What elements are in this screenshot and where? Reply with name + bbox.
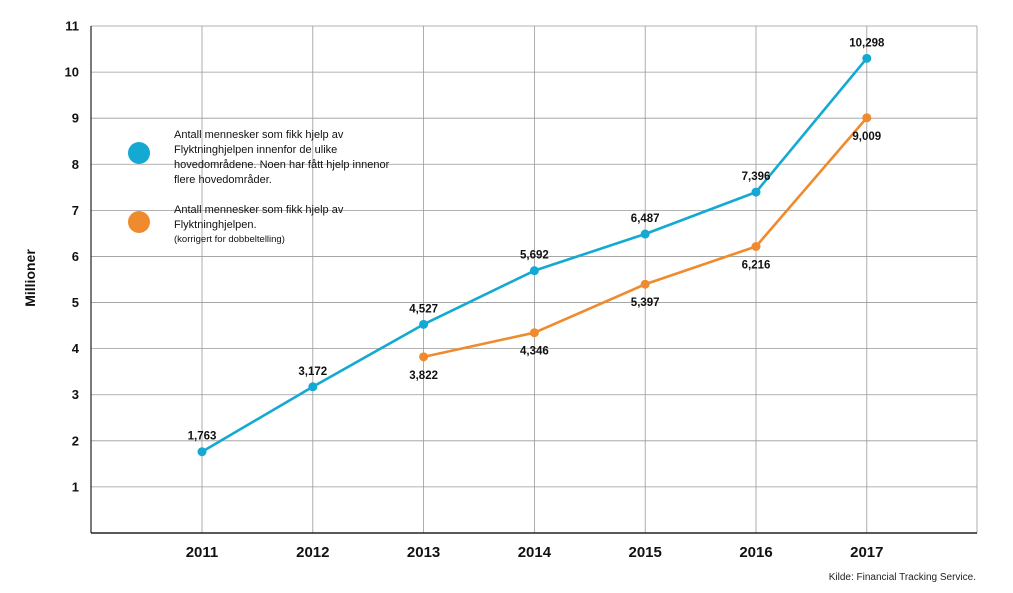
x-tick-label: 2014 bbox=[518, 544, 552, 561]
source-note: Kilde: Financial Tracking Service. bbox=[828, 572, 976, 583]
y-tick-label: 5 bbox=[72, 295, 79, 310]
data-point-series-2 bbox=[751, 241, 761, 251]
data-label-series-2: 9,009 bbox=[852, 131, 881, 143]
y-tick-label: 3 bbox=[72, 387, 79, 402]
legend-label-series-2: Antall mennesker som fikk hjelp av Flykt… bbox=[174, 204, 344, 231]
y-tick-label: 4 bbox=[72, 341, 80, 356]
x-tick-label: 2017 bbox=[850, 544, 883, 561]
y-tick-label: 8 bbox=[72, 157, 79, 172]
y-tick-label: 10 bbox=[65, 65, 79, 80]
data-point-series-1 bbox=[640, 229, 650, 239]
legend-label-series-2-block: Antall mennesker som fikk hjelp av Flykt… bbox=[174, 203, 404, 246]
y-tick-label: 2 bbox=[72, 433, 79, 448]
data-point-series-1 bbox=[862, 53, 872, 63]
y-axis-label: Millioner bbox=[22, 249, 38, 307]
x-tick-label: 2013 bbox=[407, 544, 440, 561]
data-label-series-1: 3,172 bbox=[298, 366, 327, 378]
y-tick-label: 1 bbox=[72, 479, 79, 494]
y-tick-label: 9 bbox=[72, 111, 79, 126]
legend-marker-orange bbox=[128, 211, 150, 233]
legend-note-series-2: (korrigert for dobbeltelling) bbox=[174, 234, 285, 245]
data-point-series-2 bbox=[529, 328, 539, 338]
legend-label-series-1: Antall mennesker som fikk hjelp av Flykt… bbox=[174, 129, 390, 186]
data-point-series-1 bbox=[197, 447, 207, 457]
legend-marker-blue bbox=[128, 142, 150, 164]
y-tick-label: 6 bbox=[72, 249, 79, 264]
data-label-series-2: 6,216 bbox=[742, 259, 771, 271]
data-label-series-1: 1,763 bbox=[188, 431, 217, 443]
y-tick-label: 7 bbox=[72, 203, 79, 218]
x-tick-label: 2011 bbox=[186, 544, 219, 561]
data-label-series-1: 5,692 bbox=[520, 250, 549, 262]
data-point-series-1 bbox=[308, 382, 318, 392]
data-point-series-2 bbox=[640, 279, 650, 289]
data-label-series-1: 7,396 bbox=[742, 171, 771, 183]
data-label-series-2: 3,822 bbox=[409, 370, 438, 382]
data-label-series-1: 4,527 bbox=[409, 303, 438, 315]
data-point-series-1 bbox=[751, 187, 761, 197]
data-label-series-1: 10,298 bbox=[849, 37, 885, 49]
data-label-series-2: 5,397 bbox=[631, 297, 660, 309]
data-point-series-2 bbox=[419, 352, 429, 362]
data-point-series-1 bbox=[419, 319, 429, 329]
data-point-series-1 bbox=[529, 266, 539, 276]
x-tick-label: 2015 bbox=[629, 544, 662, 561]
x-tick-label: 2016 bbox=[739, 544, 772, 561]
data-point-series-2 bbox=[862, 113, 872, 123]
y-tick-label: 11 bbox=[65, 19, 79, 34]
data-label-series-1: 6,487 bbox=[631, 213, 660, 225]
data-label-series-2: 4,346 bbox=[520, 346, 549, 358]
x-tick-label: 2012 bbox=[296, 544, 329, 561]
